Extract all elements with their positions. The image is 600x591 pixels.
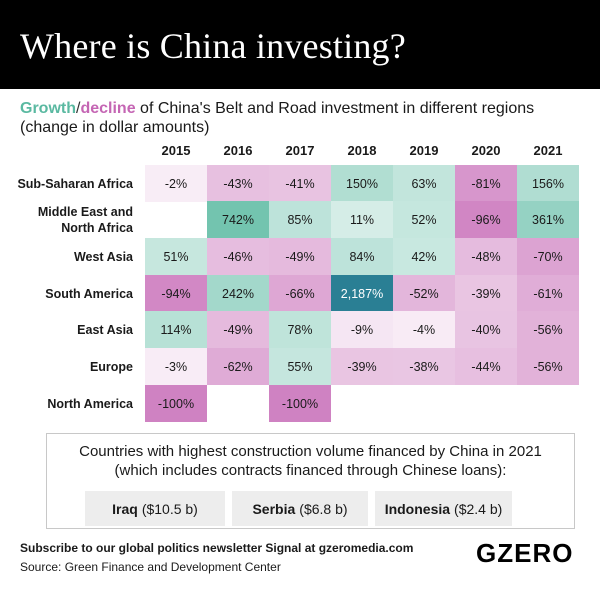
row-label: Europe bbox=[89, 359, 133, 374]
heatmap-cell: -9% bbox=[331, 311, 393, 348]
country-name: Serbia bbox=[252, 500, 296, 517]
year-label-2015: 2015 bbox=[161, 143, 191, 158]
heatmap-cell: 11% bbox=[331, 201, 393, 238]
top-countries-title-line2: (which includes contracts financed throu… bbox=[114, 462, 507, 479]
year-label-2021: 2021 bbox=[533, 143, 563, 158]
heatmap-cell: -38% bbox=[393, 348, 455, 385]
heatmap-cell: 84% bbox=[331, 238, 393, 275]
heatmap-cell: -3% bbox=[145, 348, 207, 385]
top-countries-title: Countries with highest construction volu… bbox=[47, 442, 574, 480]
row-label: West Asia bbox=[73, 249, 133, 264]
heatmap-cell: -81% bbox=[455, 165, 517, 202]
heatmap-cell: -100% bbox=[145, 385, 207, 422]
country-pill-indonesia: Indonesia ($2.4 b) bbox=[375, 491, 512, 526]
year-label-2019: 2019 bbox=[409, 143, 439, 158]
heatmap-cell: -39% bbox=[455, 275, 517, 312]
top-countries-box: Countries with highest construction volu… bbox=[46, 433, 575, 529]
heatmap-cell: 52% bbox=[393, 201, 455, 238]
source-credit: Source: Green Finance and Development Ce… bbox=[20, 560, 281, 574]
newsletter-subscribe-text: Subscribe to our global politics newslet… bbox=[20, 541, 414, 555]
heatmap-cell: 242% bbox=[207, 275, 269, 312]
heatmap-cell: -56% bbox=[517, 348, 579, 385]
heatmap-cell: -100% bbox=[269, 385, 331, 422]
subtitle-text: of China's Belt and Road investment in d… bbox=[135, 100, 535, 117]
heatmap-cell: 742% bbox=[207, 201, 269, 238]
heatmap-cell: 85% bbox=[269, 201, 331, 238]
heatmap-cell: -52% bbox=[393, 275, 455, 312]
heatmap-cell: -70% bbox=[517, 238, 579, 275]
heatmap-cell: -39% bbox=[331, 348, 393, 385]
heatmap-cell: -94% bbox=[145, 275, 207, 312]
year-label-2016: 2016 bbox=[223, 143, 253, 158]
row-label: Sub-Saharan Africa bbox=[17, 176, 133, 191]
country-pill-serbia: Serbia ($6.8 b) bbox=[232, 491, 368, 526]
heatmap-cell: -2% bbox=[145, 165, 207, 202]
decline-legend-word: decline bbox=[80, 100, 136, 117]
country-pill-iraq: Iraq ($10.5 b) bbox=[85, 491, 225, 526]
heatmap-cell: -96% bbox=[455, 201, 517, 238]
heatmap-chart: 2015 2016 2017 2018 2019 2020 2021 Sub-Saharan … bbox=[17, 143, 579, 422]
gzero-logo: GZERO bbox=[476, 538, 574, 568]
heatmap-cell: 150% bbox=[331, 165, 393, 202]
heatmap-cell: 114% bbox=[145, 311, 207, 348]
heatmap-cell: -43% bbox=[207, 165, 269, 202]
legend-slash: / bbox=[76, 100, 81, 117]
heatmap-cell: 63% bbox=[393, 165, 455, 202]
heatmap-cell: -40% bbox=[455, 311, 517, 348]
page-title: Where is China investing? bbox=[20, 26, 406, 66]
heatmap-cell: -56% bbox=[517, 311, 579, 348]
row-label: Middle East and North Africa bbox=[37, 204, 133, 235]
heatmap-cell: 156% bbox=[517, 165, 579, 202]
heatmap-cell: -44% bbox=[455, 348, 517, 385]
subtitle-line2: (change in dollar amounts) bbox=[20, 119, 210, 136]
heatmap-cell: -46% bbox=[207, 238, 269, 275]
heatmap-cell: -62% bbox=[207, 348, 269, 385]
heatmap-cell: 42% bbox=[393, 238, 455, 275]
growth-legend-word: Growth bbox=[20, 100, 76, 117]
heatmap-cell: -4% bbox=[393, 311, 455, 348]
chart-subtitle: Growth/decline of China's Belt and Road … bbox=[20, 99, 590, 137]
heatmap-cell: -49% bbox=[207, 311, 269, 348]
top-countries-title-line1: Countries with highest construction volu… bbox=[79, 443, 542, 460]
row-label: South America bbox=[45, 286, 133, 301]
row-label: East Asia bbox=[77, 322, 133, 337]
heatmap-cell: 55% bbox=[269, 348, 331, 385]
row-label: North America bbox=[47, 396, 133, 411]
title-bar: Where is China investing? bbox=[0, 0, 600, 89]
heatmap-cell: -61% bbox=[517, 275, 579, 312]
heatmap-cell: -66% bbox=[269, 275, 331, 312]
heatmap-cell: 2,187% bbox=[331, 275, 393, 312]
country-amount: ($10.5 b) bbox=[141, 500, 198, 517]
year-label-2018: 2018 bbox=[347, 143, 377, 158]
country-amount: ($2.4 b) bbox=[454, 500, 503, 517]
year-label-2017: 2017 bbox=[285, 143, 315, 158]
heatmap-cell: -49% bbox=[269, 238, 331, 275]
country-name: Iraq bbox=[112, 500, 138, 517]
heatmap-cell: 51% bbox=[145, 238, 207, 275]
country-amount: ($6.8 b) bbox=[299, 500, 348, 517]
heatmap-cell: -48% bbox=[455, 238, 517, 275]
heatmap-cell: 78% bbox=[269, 311, 331, 348]
year-label-2020: 2020 bbox=[471, 143, 501, 158]
country-name: Indonesia bbox=[384, 500, 451, 517]
heatmap-cell: 361% bbox=[517, 201, 579, 238]
heatmap-cell: -41% bbox=[269, 165, 331, 202]
